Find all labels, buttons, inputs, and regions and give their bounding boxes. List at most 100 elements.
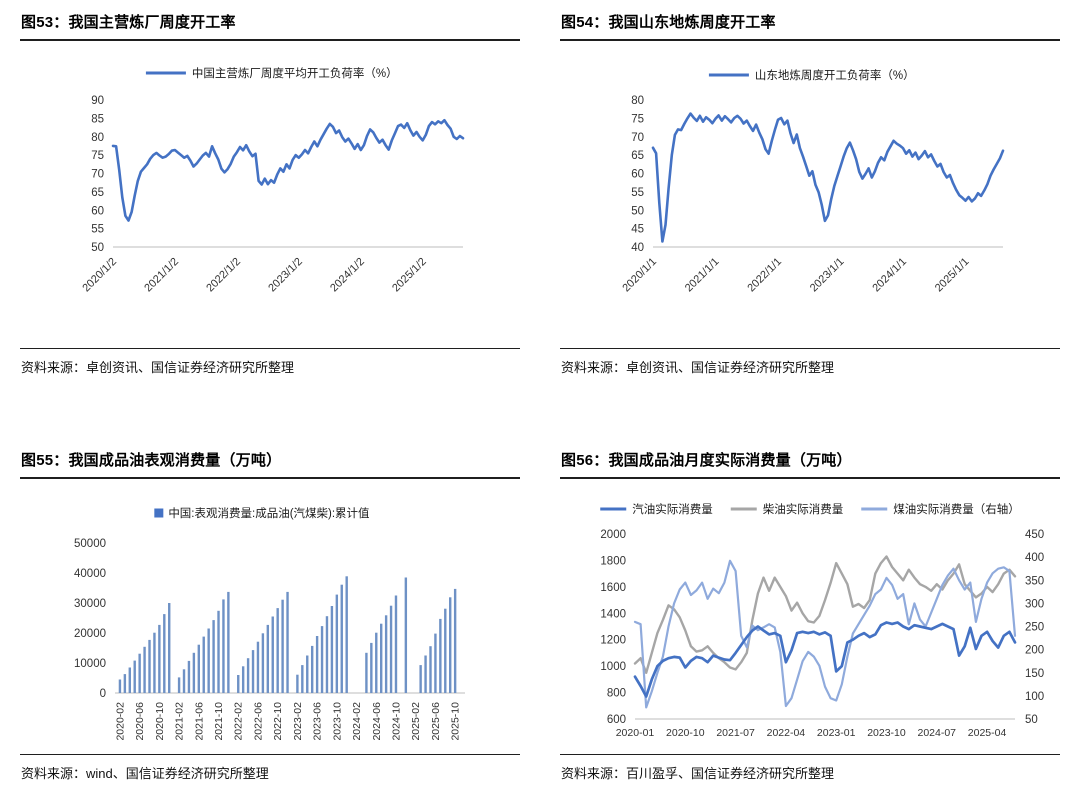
svg-text:1200: 1200 [600,635,626,647]
chart-svg-fig54: 山东地炼周度开工负荷率（%） 40 45 50 55 60 65 70 75 80 2020/1/1… [620,68,1005,294]
svg-text:2024-02: 2024-02 [351,702,363,741]
svg-text:2021-06: 2021-06 [193,702,205,741]
svg-text:0: 0 [100,688,106,700]
svg-text:40000: 40000 [74,568,106,580]
fig53-source: 资料来源：卓创资讯、国信证券经济研究所整理 [20,348,520,380]
svg-text:100: 100 [1025,691,1044,703]
svg-text:2023-06: 2023-06 [312,702,324,741]
svg-text:2020-06: 2020-06 [134,702,146,741]
series-2 [633,621,1017,698]
svg-text:2024-10: 2024-10 [390,702,402,741]
svg-text:20000: 20000 [74,628,106,640]
fig56-source: 资料来源：百川盈孚、国信证券经济研究所整理 [560,754,1060,786]
axes: 40 45 50 55 60 65 70 75 80 2020/1/1 2021/1/1 2022/1… [620,95,1003,294]
svg-text:55: 55 [91,224,104,236]
svg-text:2020/1/1: 2020/1/1 [620,256,659,295]
svg-text:350: 350 [1025,575,1044,587]
svg-text:400: 400 [1025,552,1044,564]
svg-text:1400: 1400 [600,608,626,620]
svg-text:2023/1/1: 2023/1/1 [808,256,847,295]
legend: 中国:表观消费量:成品油(汽煤柴):累计值 [154,506,370,520]
chart-svg-fig56: 汽油实际消费量 柴油实际消费量 煤油实际消费量（右轴） 600 800 1000 1200 1… [600,502,1044,739]
svg-text:中国主营炼厂周度平均开工负荷率（%）: 中国主营炼厂周度平均开工负荷率（%） [192,66,398,80]
fig55-title: 图55：我国成品油表观消费量（万吨） [20,446,520,479]
svg-text:200: 200 [1025,645,1044,657]
svg-text:2025-02: 2025-02 [410,702,422,741]
legend: 山东地炼周度开工负荷率（%） [708,68,915,82]
svg-text:2023-10: 2023-10 [331,702,343,741]
svg-text:2022/1/2: 2022/1/2 [204,256,243,295]
svg-text:30000: 30000 [74,598,106,610]
svg-text:2025-10: 2025-10 [450,702,462,741]
svg-text:2023-10: 2023-10 [867,727,906,739]
svg-text:90: 90 [91,95,104,107]
panel-fig55: 图55：我国成品油表观消费量（万吨） 中国:表观消费量:成品油(汽煤柴):累计值… [20,446,520,786]
svg-text:60: 60 [91,205,104,217]
svg-text:85: 85 [91,113,104,125]
svg-text:50: 50 [631,205,644,217]
svg-text:2025/1/1: 2025/1/1 [933,256,972,295]
fig55-chart: 中国:表观消费量:成品油(汽煤柴):累计值 0 10000 20000 30000 400… [20,479,520,753]
svg-text:40: 40 [631,242,644,254]
svg-text:50000: 50000 [74,538,106,550]
svg-text:150: 150 [1025,668,1044,680]
svg-text:2020-02: 2020-02 [114,702,126,741]
fig56-title: 图56：我国成品油月度实际消费量（万吨） [560,446,1060,479]
fig55-source: 资料来源：wind、国信证券经济研究所整理 [20,754,520,786]
svg-text:50: 50 [91,242,104,254]
svg-text:柴油实际消费量: 柴油实际消费量 [763,502,844,516]
svg-text:2000: 2000 [600,529,626,541]
series-0 [118,576,457,693]
svg-text:75: 75 [91,150,104,162]
svg-text:600: 600 [607,714,626,726]
svg-text:2021/1/2: 2021/1/2 [142,256,181,295]
fig53-title: 图53：我国主营炼厂周度开工率 [20,8,520,41]
series-0 [651,112,1005,243]
svg-text:55: 55 [631,187,644,199]
svg-text:2023-01: 2023-01 [817,727,856,739]
svg-text:2022-06: 2022-06 [252,702,264,741]
svg-text:2021-10: 2021-10 [213,702,225,741]
panel-fig53: 图53：我国主营炼厂周度开工率 中国主营炼厂周度平均开工负荷率（%） 50 55 60… [20,8,520,380]
svg-text:2022-10: 2022-10 [272,702,284,741]
svg-text:2020/1/2: 2020/1/2 [80,256,119,295]
svg-text:2025-06: 2025-06 [430,702,442,741]
svg-text:2024/1/1: 2024/1/1 [870,256,909,295]
svg-text:45: 45 [631,224,644,236]
svg-text:2025/1/2: 2025/1/2 [390,256,429,295]
svg-text:2023/1/2: 2023/1/2 [266,256,305,295]
fig56-chart: 汽油实际消费量 柴油实际消费量 煤油实际消费量（右轴） 600 800 1000 1200 1… [560,479,1060,753]
svg-text:2025-04: 2025-04 [968,727,1007,739]
svg-text:汽油实际消费量: 汽油实际消费量 [632,502,713,516]
series-0 [633,555,1017,675]
svg-text:1000: 1000 [600,661,626,673]
fig53-chart: 中国主营炼厂周度平均开工负荷率（%） 50 55 60 65 70 75 80 85 90 2020… [20,41,520,311]
svg-text:中国:表观消费量:成品油(汽煤柴):累计值: 中国:表观消费量:成品油(汽煤柴):累计值 [168,506,370,520]
axes: 600 800 1000 1200 1400 1600 1800 2000 50 100 150 20… [600,529,1044,739]
svg-text:65: 65 [631,150,644,162]
fig54-source: 资料来源：卓创资讯、国信证券经济研究所整理 [560,348,1060,380]
svg-text:2020-01: 2020-01 [616,727,655,739]
svg-text:70: 70 [631,132,644,144]
svg-text:800: 800 [607,688,626,700]
svg-text:2022/1/1: 2022/1/1 [745,256,784,295]
series-0 [111,118,465,222]
svg-text:80: 80 [631,95,644,107]
svg-text:2022-04: 2022-04 [767,727,806,739]
svg-text:450: 450 [1025,529,1044,541]
svg-text:2020-10: 2020-10 [666,727,705,739]
svg-text:60: 60 [631,169,644,181]
axes: 0 10000 20000 30000 40000 50000 2020-02 2020-06… [74,538,465,741]
series-right-1 [633,559,1017,709]
svg-text:70: 70 [91,169,104,181]
svg-text:2021/1/1: 2021/1/1 [683,256,722,295]
panel-fig56: 图56：我国成品油月度实际消费量（万吨） 汽油实际消费量 柴油实际消费量 煤油实际消… [560,446,1060,786]
svg-text:1800: 1800 [600,555,626,567]
svg-text:2024/1/2: 2024/1/2 [328,256,367,295]
svg-text:山东地炼周度开工负荷率（%）: 山东地炼周度开工负荷率（%） [755,68,915,82]
chart-svg-fig55: 中国:表观消费量:成品油(汽煤柴):累计值 0 10000 20000 30000 400… [74,506,465,741]
svg-text:2023-02: 2023-02 [292,702,304,741]
svg-text:10000: 10000 [74,658,106,670]
svg-text:1600: 1600 [600,582,626,594]
